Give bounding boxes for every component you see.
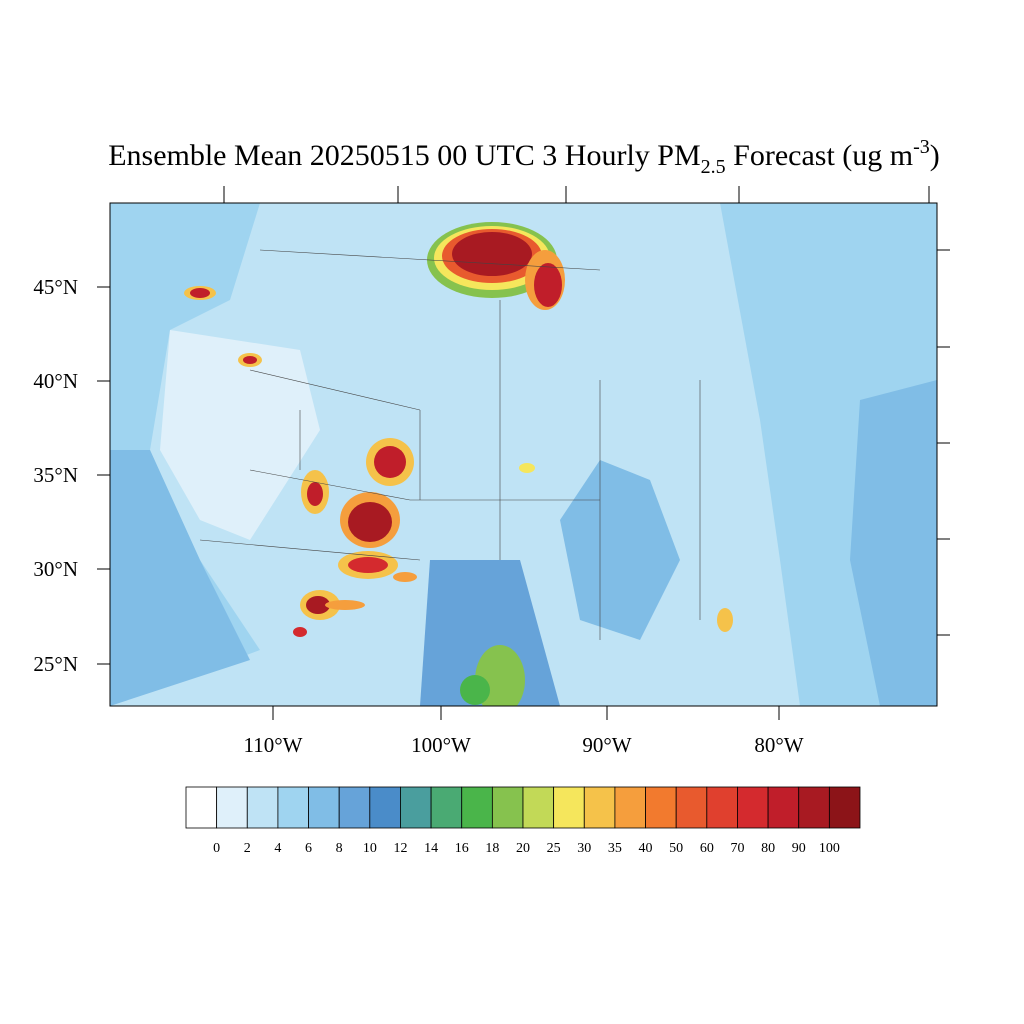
color-box (553, 786, 585, 829)
pm-field (110, 203, 937, 706)
map (97, 186, 950, 720)
color-box (798, 786, 830, 829)
color-box (461, 786, 493, 829)
colorbar-label: 8 (336, 841, 343, 856)
axis-labels: 45°N 40°N 35°N 30°N 25°N 110°W 100°W 90°W 80°W (33, 275, 803, 757)
colorbar-label: 35 (608, 841, 622, 856)
color-box (246, 786, 279, 829)
color-box (645, 786, 677, 829)
color-box (583, 786, 616, 829)
lon-label: 90°W (582, 733, 631, 757)
color-box (706, 786, 738, 829)
color-box (737, 786, 769, 829)
color-box (369, 786, 401, 829)
title-sub: 2.5 (701, 156, 726, 178)
color-box (522, 786, 555, 829)
map-frame (109, 202, 938, 707)
color-box (828, 786, 861, 829)
colorbar-label: 25 (547, 841, 561, 856)
colorbar: 0 2 4 6 8 10 12 14 16 18 20 25 30 35 40 50 60 70 80 90 100 (185, 786, 861, 856)
map-ticks (97, 186, 950, 720)
color-box (614, 786, 646, 829)
lon-label: 80°W (754, 733, 803, 757)
colorbar-label: 18 (485, 841, 499, 856)
colorbar-label: 12 (393, 841, 407, 856)
lat-label: 25°N (33, 652, 78, 676)
color-box (216, 786, 248, 829)
lat-label: 40°N (33, 369, 78, 393)
title-sup: -3 (913, 136, 930, 158)
lat-label: 45°N (33, 275, 78, 299)
colorbar-label: 70 (730, 841, 744, 856)
color-box (338, 786, 371, 829)
colorbar-label: 100 (819, 841, 840, 856)
title: Ensemble Mean 20250515 00 UTC 3 Hourly P… (108, 136, 940, 178)
colorbar-label: 80 (761, 841, 775, 856)
colorbar-label: 0 (213, 841, 220, 856)
colorbar-label: 30 (577, 841, 591, 856)
colorbar-label: 2 (244, 841, 251, 856)
title-middle: Forecast (ug m (726, 139, 913, 172)
color-box (185, 786, 218, 829)
colorbar-label: 50 (669, 841, 683, 856)
colorbar-label: 6 (305, 841, 312, 856)
colorbar-label: 4 (274, 841, 281, 856)
lat-label: 30°N (33, 557, 78, 581)
color-box (767, 786, 800, 829)
lon-label: 100°W (411, 733, 471, 757)
colorbar-label: 16 (455, 841, 469, 856)
color-box (491, 786, 524, 829)
color-box (675, 786, 708, 829)
title-main: Ensemble Mean 20250515 00 UTC 3 Hourly P… (108, 139, 700, 172)
color-box (308, 786, 340, 829)
lat-label: 35°N (33, 463, 78, 487)
colorbar-label: 10 (363, 841, 377, 856)
colorbar-label: 40 (639, 841, 653, 856)
colorbar-label: 60 (700, 841, 714, 856)
color-box (430, 786, 463, 829)
colorbar-label: 90 (792, 841, 806, 856)
colorbar-label: 14 (424, 841, 438, 856)
color-box (400, 786, 432, 829)
color-box (277, 786, 309, 829)
title-end: ) (930, 139, 940, 172)
colorbar-label: 20 (516, 841, 530, 856)
lon-label: 110°W (244, 733, 303, 757)
